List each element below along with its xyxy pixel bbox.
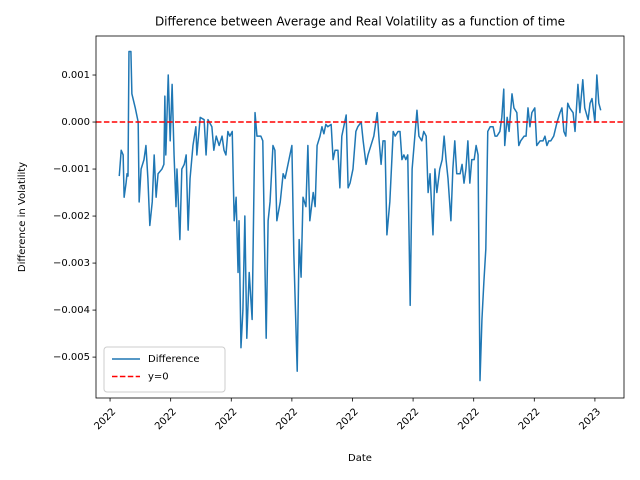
y-tick-label: −0.005	[53, 352, 90, 363]
y-tick-label: 0.001	[61, 70, 90, 81]
axes-frame	[95, 35, 625, 399]
x-tick-label: 2023	[577, 406, 603, 432]
x-tick-label: 2022	[153, 406, 179, 432]
y-tick-label: 0.000	[61, 117, 90, 128]
data-line	[118, 50, 602, 382]
y-tick-label: −0.003	[53, 258, 90, 269]
x-tick-label: 2022	[396, 406, 422, 432]
y-tick-label: −0.001	[53, 164, 90, 175]
x-axis-label: Date	[348, 453, 372, 464]
x-tick-label: 2022	[214, 406, 240, 432]
legend-label: Difference	[148, 354, 200, 365]
y-axis-label: Difference in Volatility	[17, 162, 28, 272]
legend-label: y=0	[148, 372, 169, 383]
x-tick-label: 2022	[456, 406, 482, 432]
x-tick-label: 2022	[517, 406, 543, 432]
x-tick-label: 2022	[274, 406, 300, 432]
y-tick-label: −0.002	[53, 211, 90, 222]
chart-title: Difference between Average and Real Vola…	[155, 15, 565, 29]
x-tick-label: 2022	[335, 406, 361, 432]
x-tick-label: 2022	[93, 406, 119, 432]
y-tick-label: −0.004	[53, 305, 90, 316]
